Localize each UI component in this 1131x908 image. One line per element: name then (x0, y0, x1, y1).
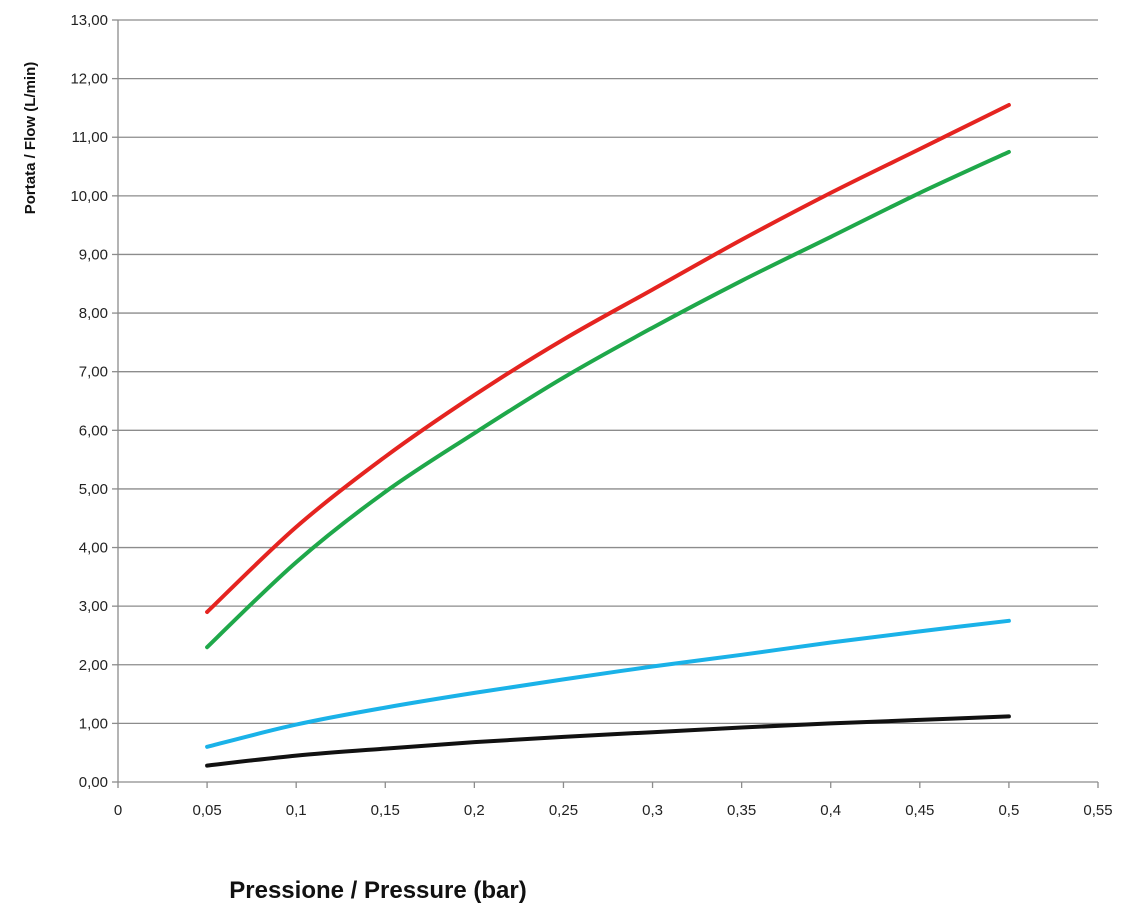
x-axis-label: Pressione / Pressure (bar) (229, 877, 526, 904)
y-tick-label: 10,00 (70, 188, 108, 205)
y-tick-label: 3,00 (79, 598, 108, 615)
y-tick-label: 9,00 (79, 246, 108, 263)
y-tick-labels: 0,00 1,00 2,00 3,00 4,00 5,00 6,00 7,00 8,00 9,00… (70, 12, 108, 791)
y-tick-label: 6,00 (79, 422, 108, 439)
y-tick-label: 1,00 (79, 715, 108, 732)
series-line-1 (205, 103, 1011, 614)
x-tick-label: 0,5 (998, 802, 1019, 819)
y-tick-label: 12,00 (70, 71, 108, 88)
x-tick-label: 0 (114, 802, 122, 819)
x-tick-label: 0,1 (286, 802, 307, 819)
y-tick-label: 11,00 (72, 129, 108, 146)
axes (112, 19, 1099, 788)
x-tick-labels: 0 0,05 0,1 0,15 0,2 0,25 0,3 0,35 0,4 0,45 0,5 0,55 (114, 802, 1113, 819)
series-line-3 (205, 618, 1011, 749)
series-line-2 (205, 149, 1011, 650)
x-tick-label: 0,35 (727, 802, 756, 819)
y-tick-label: 5,00 (79, 481, 108, 498)
y-axis-label: Portata / Flow (L/min) (22, 62, 39, 215)
y-tick-label: 0,00 (79, 774, 108, 791)
y-tick-label: 4,00 (79, 540, 108, 557)
series-line-4 (205, 714, 1011, 768)
x-tick-label: 0,55 (1083, 802, 1112, 819)
y-tick-label: 7,00 (79, 364, 108, 381)
x-tick-label: 0,2 (464, 802, 485, 819)
y-tick-label: 8,00 (79, 305, 108, 322)
x-tick-label: 0,3 (642, 802, 663, 819)
x-tick-label: 0,45 (905, 802, 934, 819)
y-tick-label: 2,00 (79, 657, 108, 674)
x-tick-label: 0,4 (820, 802, 841, 819)
gridlines (118, 19, 1098, 725)
x-tick-label: 0,05 (192, 802, 221, 819)
x-tick-label: 0,15 (371, 802, 400, 819)
x-tick-label: 0,25 (549, 802, 578, 819)
y-tick-label: 13,00 (70, 12, 108, 29)
series-lines (205, 103, 1011, 768)
